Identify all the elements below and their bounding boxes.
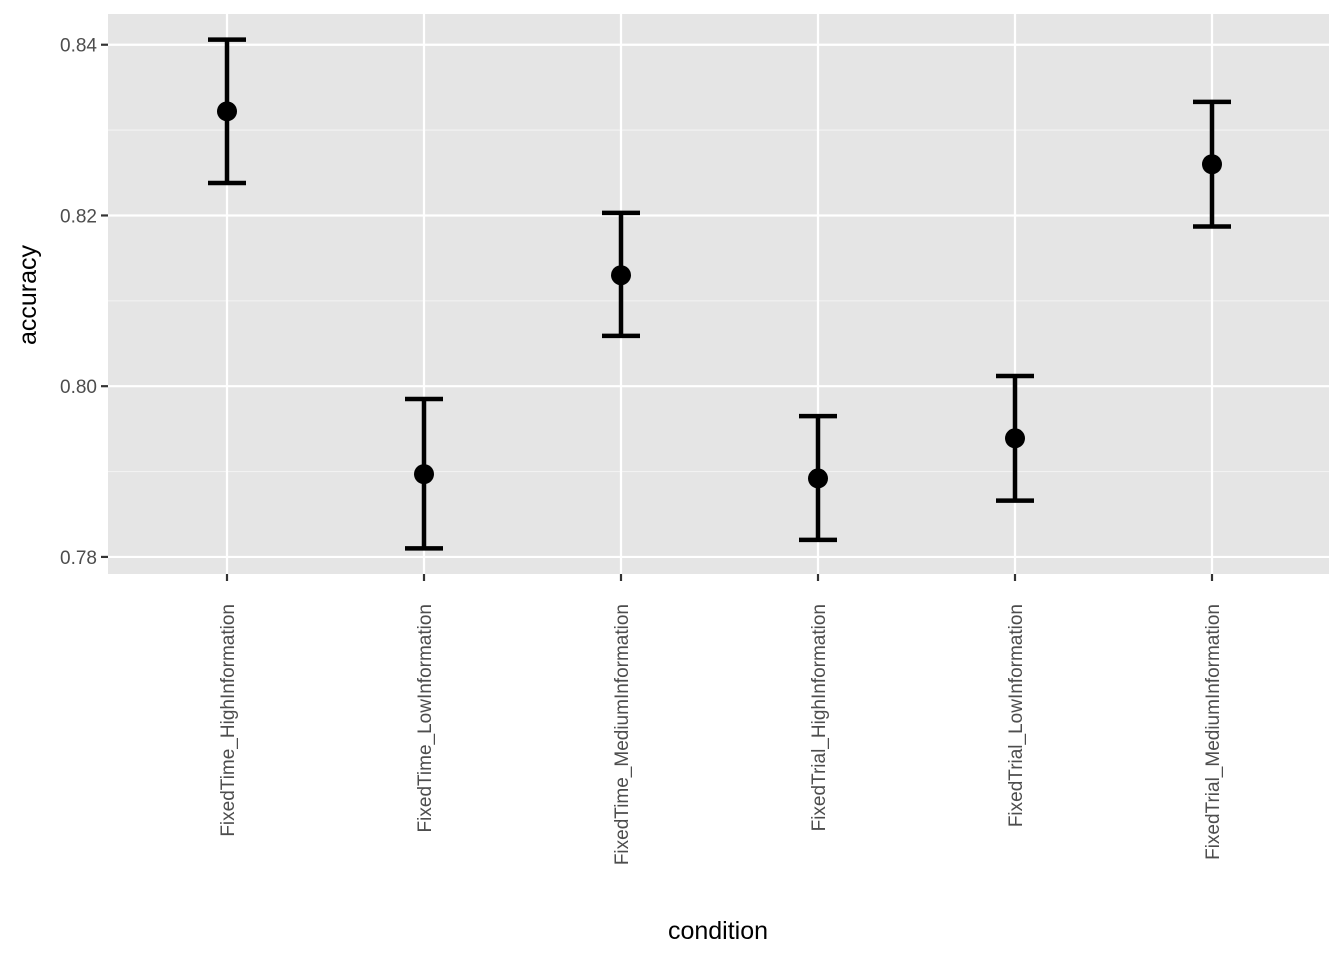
y-axis: 0.78 0.80 0.82 0.84	[60, 36, 108, 569]
x-tick-label: FixedTime_MediumInformation	[612, 604, 633, 865]
x-tick-label: FixedTrial_LowInformation	[1006, 604, 1027, 827]
major-gridlines	[108, 14, 1329, 574]
data-point	[611, 265, 631, 286]
plot-panel	[108, 14, 1329, 574]
x-tick-label: FixedTime_HighInformation	[218, 604, 239, 837]
x-axis-title: condition	[668, 917, 768, 945]
x-tick-label: FixedTime_LowInformation	[415, 604, 436, 832]
y-axis-title: accuracy	[14, 244, 42, 345]
x-axis: FixedTime_HighInformation FixedTime_LowIn…	[218, 574, 1224, 865]
data-point	[414, 464, 434, 485]
minor-gridlines	[108, 129, 1329, 473]
data-marks	[208, 37, 1231, 551]
data-point	[1005, 428, 1025, 449]
data-point	[1202, 154, 1222, 175]
y-tick-label: 0.84	[60, 36, 97, 57]
x-tick-label: FixedTrial_HighInformation	[809, 604, 830, 831]
y-tick-label: 0.80	[60, 377, 97, 398]
y-tick-label: 0.78	[60, 548, 97, 569]
data-point	[808, 468, 828, 489]
y-tick-label: 0.82	[60, 206, 97, 227]
data-point	[217, 101, 237, 122]
x-tick-label: FixedTrial_MediumInformation	[1203, 604, 1224, 860]
